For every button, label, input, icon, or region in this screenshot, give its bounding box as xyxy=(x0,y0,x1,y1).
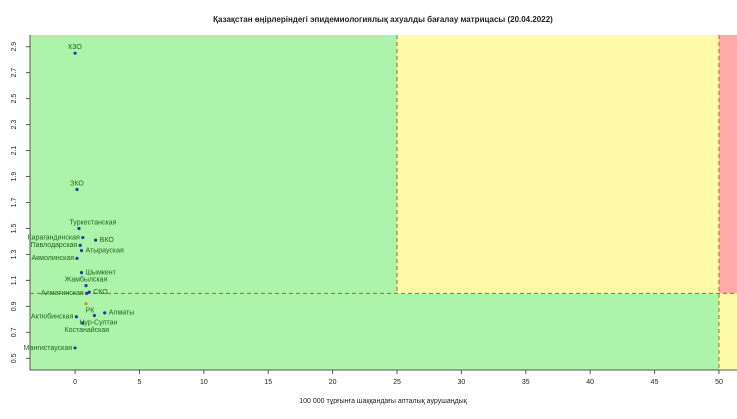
x-tick-label: 35 xyxy=(522,379,530,386)
point-label: Алматинская xyxy=(41,290,84,297)
point xyxy=(75,256,79,260)
x-tick-label: 50 xyxy=(715,379,723,386)
zone-red xyxy=(718,35,737,294)
point xyxy=(73,51,77,55)
point-label: Алматы xyxy=(109,310,135,317)
point-label: Нур-Султан xyxy=(79,319,117,326)
y-tick-label: 2.1 xyxy=(11,146,18,156)
point xyxy=(85,291,89,295)
point-label: Жамбылская xyxy=(65,275,108,283)
y-tick-label: 1.7 xyxy=(11,198,18,208)
point xyxy=(75,187,79,192)
y-tick-label: 2.9 xyxy=(11,42,18,52)
point-label: КЗО xyxy=(68,44,82,51)
x-tick-label: 40 xyxy=(586,379,594,386)
point xyxy=(74,315,78,319)
point xyxy=(77,226,81,231)
point-label: ВКО xyxy=(100,237,115,244)
x-tick-label: 25 xyxy=(393,379,401,386)
y-tick-label: 0.9 xyxy=(11,301,18,311)
axis-frame xyxy=(29,35,737,371)
y-tick-label: 0.5 xyxy=(11,353,18,363)
x-tick-label: 10 xyxy=(200,379,208,386)
y-tick-label: 2.3 xyxy=(11,120,18,130)
point-label: Мангистауская xyxy=(24,345,73,352)
zone-yellow xyxy=(397,35,719,294)
zone-green xyxy=(397,293,719,370)
point xyxy=(94,238,98,242)
x-axis-label: 100 000 тұрғынға шаққандағы апталық ауру… xyxy=(299,398,467,405)
x-tick-label: 0 xyxy=(73,379,77,386)
point-label: Атырауская xyxy=(86,247,124,254)
point-label: Туркестанская xyxy=(69,219,116,226)
point xyxy=(73,346,77,350)
point-label: Карагандинская xyxy=(28,234,80,241)
point xyxy=(103,311,107,315)
y-tick-label: 2.5 xyxy=(11,94,18,104)
point xyxy=(92,313,96,318)
point xyxy=(84,302,88,306)
y-tick-label: 1.5 xyxy=(11,223,18,233)
x-tick-label: 5 xyxy=(138,379,142,386)
y-tick-label: 0.7 xyxy=(11,327,18,337)
x-tick-label: 15 xyxy=(264,379,272,386)
zone-green xyxy=(30,35,398,370)
point xyxy=(79,248,84,253)
y-tick-label: 2.7 xyxy=(11,68,18,78)
zone-yellow xyxy=(718,293,737,370)
x-tick-label: 20 xyxy=(329,379,337,386)
point-label: Павлодарская xyxy=(31,242,78,249)
point xyxy=(79,271,84,275)
point-label: Шымкент xyxy=(86,269,117,276)
point-label: РК xyxy=(86,308,96,315)
y-tick-label: 1.3 xyxy=(11,249,18,259)
point-label: СКО xyxy=(93,289,108,296)
y-tick-label: 1.1 xyxy=(11,275,18,285)
point xyxy=(78,243,82,247)
x-tick-label: 30 xyxy=(458,379,466,386)
point xyxy=(87,290,91,294)
point xyxy=(81,235,85,240)
point-label: Костанайская xyxy=(65,326,110,334)
point-label: Актюбинская xyxy=(31,313,74,321)
point-label: ЗКО xyxy=(70,180,84,187)
point-label: Акмолинская xyxy=(31,255,74,262)
chart-title: Қазақстан өңірлеріндегі эпидемиологиялық… xyxy=(213,15,553,24)
point xyxy=(81,321,85,325)
point xyxy=(84,284,88,288)
x-tick-label: 45 xyxy=(651,379,659,386)
y-tick-label: 1.9 xyxy=(11,172,18,182)
